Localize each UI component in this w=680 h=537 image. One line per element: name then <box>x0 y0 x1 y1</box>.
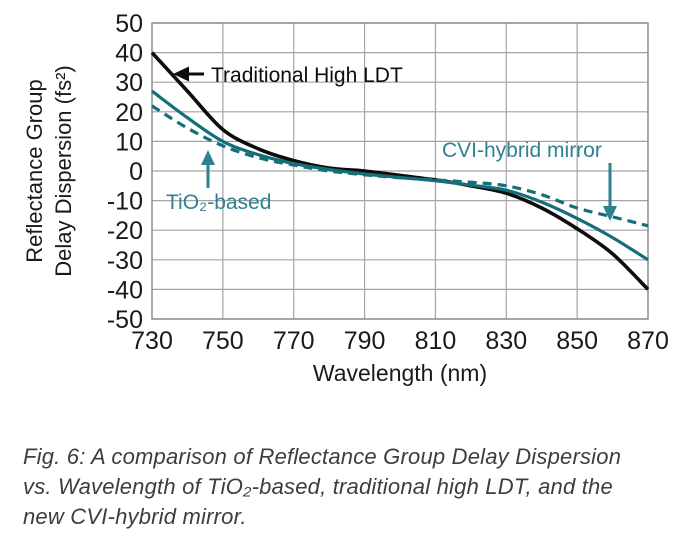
x-tick-label-770: 770 <box>273 327 315 355</box>
x-tick-label-870: 870 <box>627 327 669 355</box>
caption-line-2: vs. Wavelength of TiO₂-based, traditiona… <box>23 474 613 499</box>
cvi-label: CVI-hybrid mirror <box>442 139 602 162</box>
y-tick-label--40: -40 <box>107 276 143 304</box>
y-tick-label-40: 40 <box>115 40 143 68</box>
cvi-arrow-head <box>603 206 617 221</box>
y-tick-label-30: 30 <box>115 69 143 97</box>
y-tick-label--30: -30 <box>107 247 143 275</box>
curve-traditional-high-ldt <box>150 51 650 291</box>
y-tick-label--20: -20 <box>107 217 143 245</box>
y-axis-title-line2: Delay Dispersion (fs²) <box>51 65 76 277</box>
x-tick-label-790: 790 <box>344 327 386 355</box>
y-tick-label-0: 0 <box>129 158 143 186</box>
y-tick-label--10: -10 <box>107 188 143 216</box>
caption-line-3: new CVI-hybrid mirror. <box>23 504 247 529</box>
plot-border <box>151 22 649 320</box>
caption-line-1: Fig. 6: A comparison of Reflectance Grou… <box>23 444 622 469</box>
x-tick-label-850: 850 <box>556 327 598 355</box>
y-tick-label--50: -50 <box>107 306 143 334</box>
x-tick-label-810: 810 <box>415 327 457 355</box>
x-axis-title: Wavelength (nm) <box>313 360 487 386</box>
tio2-arrow-head <box>201 150 215 165</box>
x-tick-label-750: 750 <box>202 327 244 355</box>
curve-tio-based <box>151 104 649 228</box>
tio2-label: TiO₂-based <box>166 191 271 214</box>
y-tick-label-50: 50 <box>115 10 143 38</box>
x-tick-label-730: 730 <box>131 327 173 355</box>
y-axis-title-line1: Reflectance Group <box>22 79 47 262</box>
y-tick-label-10: 10 <box>115 128 143 156</box>
y-tick-label-20: 20 <box>115 99 143 127</box>
x-tick-label-830: 830 <box>485 327 527 355</box>
traditional-arrow-head <box>173 66 189 82</box>
traditional-label: Traditional High LDT <box>211 64 403 87</box>
figure-caption: Fig. 6: A comparison of Reflectance Grou… <box>23 442 671 532</box>
